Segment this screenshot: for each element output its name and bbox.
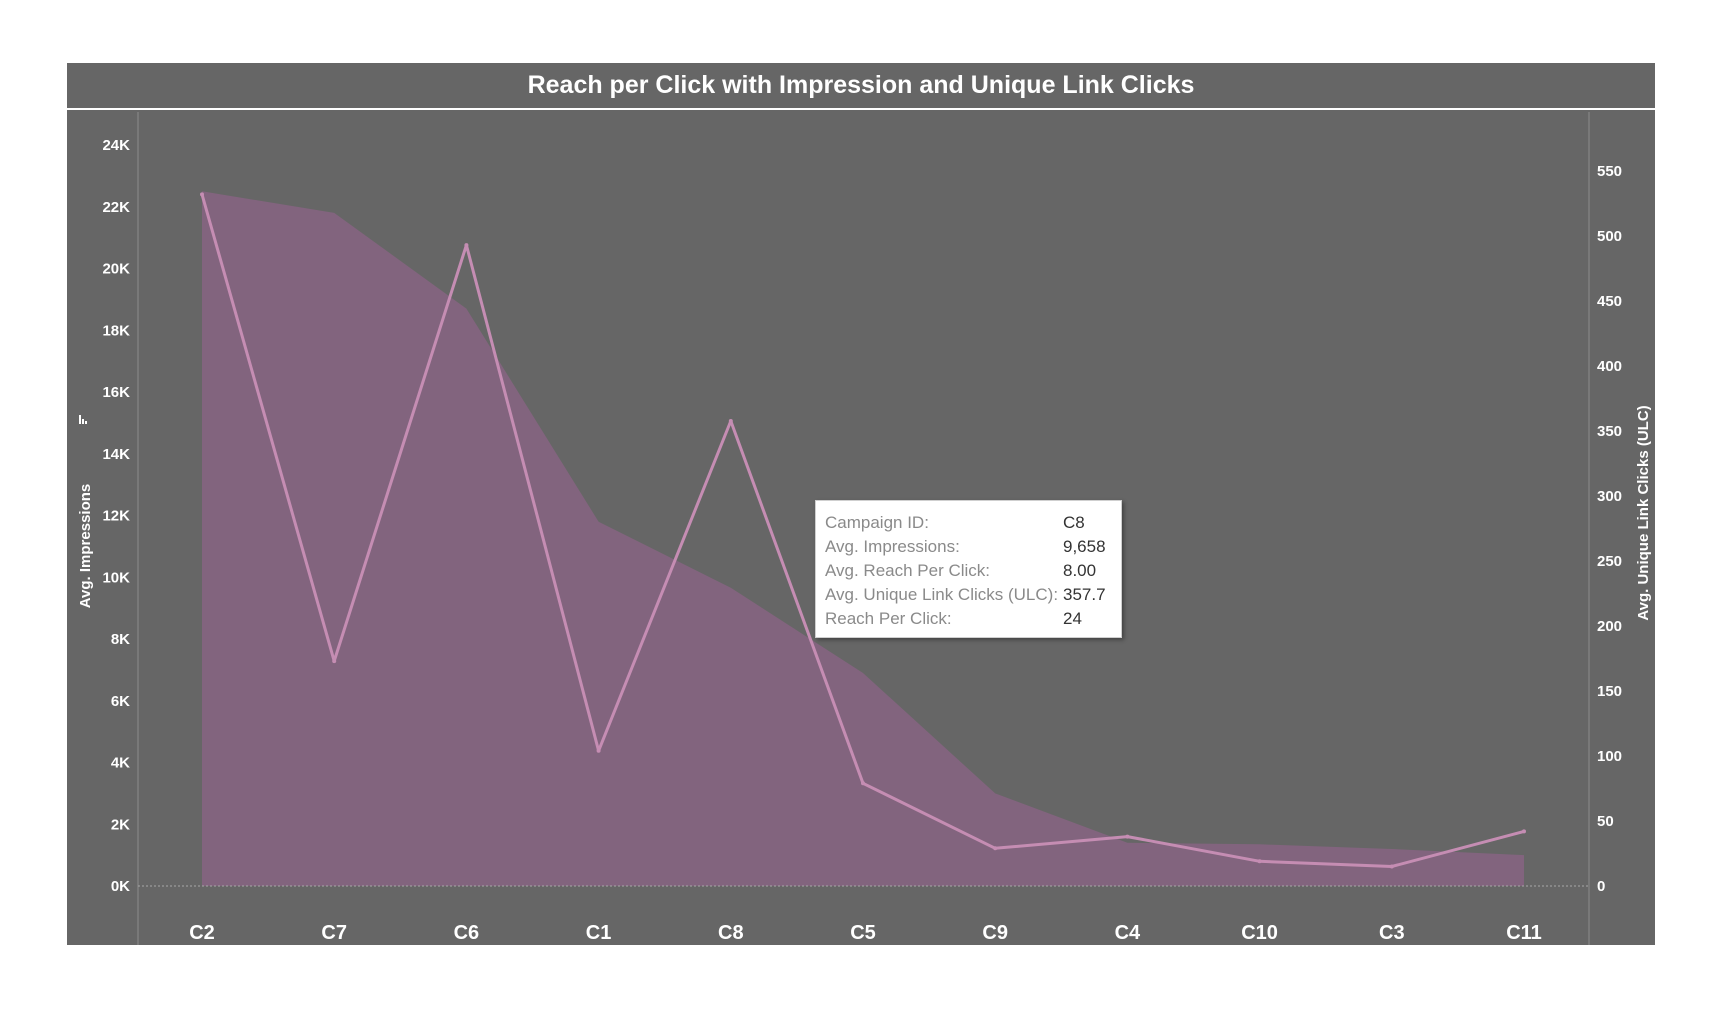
right-axis-title[interactable]: Avg. Unique Link Clicks (ULC) xyxy=(1635,405,1652,620)
ulc-point[interactable] xyxy=(861,781,865,786)
category-label: C4 xyxy=(1115,922,1141,944)
ulc-point[interactable] xyxy=(200,192,204,197)
right-tick-label: 50 xyxy=(1597,813,1614,830)
chart-title: Reach per Click with Impression and Uniq… xyxy=(67,63,1655,110)
ulc-point[interactable] xyxy=(464,243,469,248)
tooltip-value: 8.00 xyxy=(1063,561,1097,580)
tooltip-row: Campaign ID: C8 xyxy=(825,511,1121,535)
left-tick-label: 24K xyxy=(102,137,130,154)
ulc-point[interactable] xyxy=(332,659,337,664)
ulc-point[interactable] xyxy=(1257,859,1262,864)
tooltip-label: Avg. Reach Per Click: xyxy=(825,561,991,580)
ulc-point[interactable] xyxy=(728,418,733,423)
category-label: C7 xyxy=(321,922,347,944)
category-label: C1 xyxy=(586,922,612,944)
category-label: C6 xyxy=(454,922,480,944)
tooltip-row: Avg. Impressions: 9,658 xyxy=(825,535,1121,559)
right-tick-label: 400 xyxy=(1597,358,1622,375)
ulc-point[interactable] xyxy=(1125,834,1130,839)
tooltip-row: Reach Per Click: 24 xyxy=(825,607,1121,631)
category-label: C9 xyxy=(982,922,1008,944)
right-tick-label: 300 xyxy=(1597,488,1622,505)
left-tick-label: 14K xyxy=(102,446,130,463)
tooltip-label: Avg. Impressions: xyxy=(825,537,960,556)
left-tick-label: 10K xyxy=(102,569,130,586)
category-label: C10 xyxy=(1241,922,1278,944)
tooltip-value: 357.7 xyxy=(1063,585,1106,604)
right-tick-label: 350 xyxy=(1597,423,1622,440)
left-tick-label: 6K xyxy=(111,693,130,710)
right-tick-label: 200 xyxy=(1597,618,1622,635)
chart: 0K 2K 4K 6K 8K 10K 12K 14K 16K 18K 20K 22K 24K 0 50 100… xyxy=(77,112,1652,945)
category-label: C5 xyxy=(850,922,876,944)
left-axis-title[interactable]: Avg. Impressions xyxy=(77,484,94,608)
ulc-point[interactable] xyxy=(1522,829,1526,834)
tooltip-value: C8 xyxy=(1063,513,1085,532)
category-label: C2 xyxy=(189,922,215,944)
right-tick-label: 500 xyxy=(1597,228,1622,245)
left-tick-label: 4K xyxy=(111,755,130,772)
tooltip-label: Avg. Unique Link Clicks (ULC): xyxy=(825,585,1059,604)
category-label: C11 xyxy=(1506,922,1542,944)
dashboard: 0K 2K 4K 6K 8K 10K 12K 14K 16K 18K 20K 22K 24K 0 50 100… xyxy=(67,63,1655,945)
left-tick-label: 12K xyxy=(102,508,130,525)
tooltip: Campaign ID: C8 Avg. Impressions: 9,658 Avg.… xyxy=(815,500,1122,638)
left-tick-label: 2K xyxy=(111,816,130,833)
ulc-point[interactable] xyxy=(993,846,998,851)
right-tick-label: 0 xyxy=(1597,878,1605,895)
ulc-point[interactable] xyxy=(596,748,601,753)
left-tick-label: 18K xyxy=(102,322,130,339)
right-tick-label: 450 xyxy=(1597,293,1622,310)
tooltip-label: Campaign ID: xyxy=(825,513,929,532)
left-tick-label: 0K xyxy=(111,878,130,895)
tooltip-label: Reach Per Click: xyxy=(825,609,952,628)
right-tick-label: 550 xyxy=(1597,163,1622,180)
sort-icon[interactable] xyxy=(79,415,87,424)
ulc-point[interactable] xyxy=(1389,864,1394,869)
tooltip-row: Avg. Reach Per Click: 8.00 xyxy=(825,559,1121,583)
right-tick-label: 100 xyxy=(1597,748,1622,765)
left-tick-label: 20K xyxy=(102,261,130,278)
tooltip-value: 24 xyxy=(1063,609,1082,628)
category-label: C8 xyxy=(718,922,744,944)
impressions-area[interactable] xyxy=(202,191,1524,887)
tooltip-value: 9,658 xyxy=(1063,537,1106,556)
left-tick-label: 22K xyxy=(102,199,130,216)
right-tick-label: 150 xyxy=(1597,683,1622,700)
category-label: C3 xyxy=(1379,922,1405,944)
tooltip-row: Avg. Unique Link Clicks (ULC): 357.7 xyxy=(825,583,1121,607)
left-tick-label: 16K xyxy=(102,384,130,401)
right-tick-label: 250 xyxy=(1597,553,1622,570)
left-tick-label: 8K xyxy=(111,631,130,648)
